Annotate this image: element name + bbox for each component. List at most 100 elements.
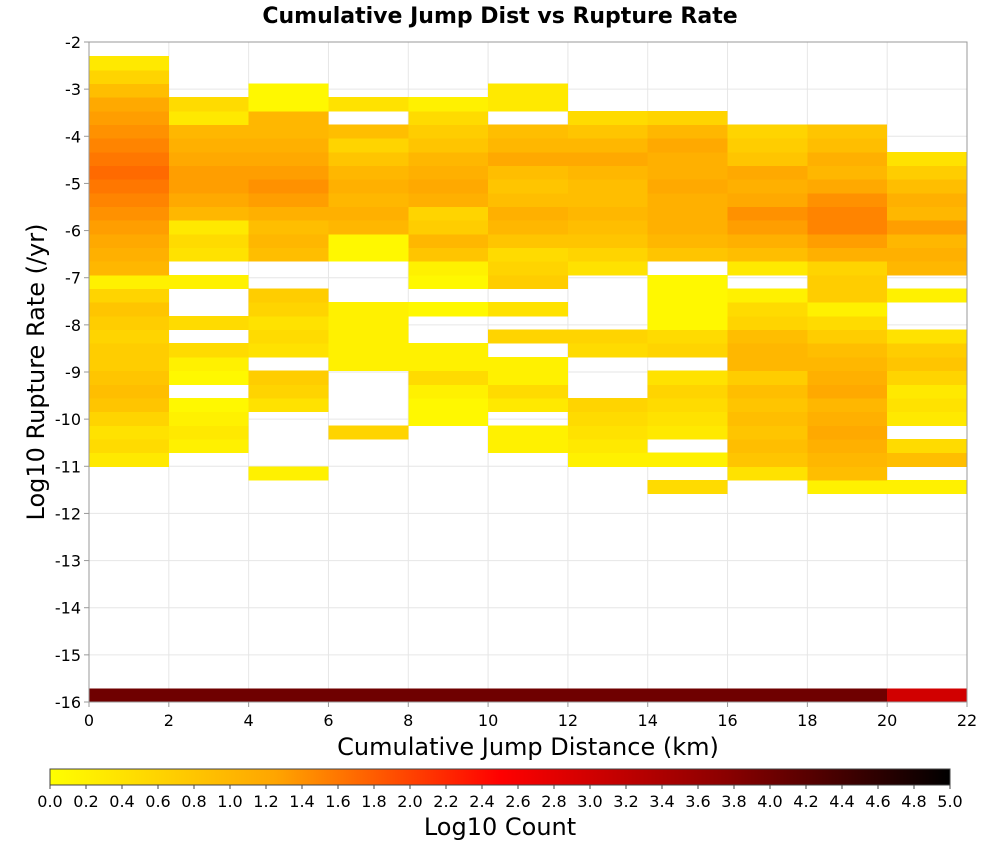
heatmap-cell bbox=[248, 192, 329, 208]
heatmap-cell bbox=[807, 151, 888, 167]
heatmap-cell bbox=[248, 124, 329, 139]
heatmap-cell bbox=[248, 315, 329, 331]
heatmap-cell bbox=[887, 397, 967, 413]
colorbar bbox=[49, 768, 951, 786]
chart-title: Cumulative Jump Dist vs Rupture Rate bbox=[262, 4, 737, 29]
colorbar-tick-label: 0.4 bbox=[109, 792, 134, 811]
heatmap-cell bbox=[328, 97, 409, 112]
colorbar-tick-label: 4.0 bbox=[757, 792, 782, 811]
heatmap-cell bbox=[408, 151, 489, 167]
heatmap-cell bbox=[488, 220, 568, 235]
heatmap-cell bbox=[488, 206, 568, 221]
heatmap-cell bbox=[887, 220, 967, 235]
heatmap-cell bbox=[328, 124, 409, 139]
heatmap-cell bbox=[488, 329, 568, 344]
heatmap-cell bbox=[248, 233, 329, 249]
colorbar-tick-label: 4.6 bbox=[865, 792, 890, 811]
heatmap-cell bbox=[248, 288, 329, 303]
heatmap-cell bbox=[408, 261, 489, 276]
heatmap-cell bbox=[567, 233, 648, 249]
heatmap-cell bbox=[89, 83, 169, 98]
heatmap-cell bbox=[807, 233, 888, 249]
heatmap-cell bbox=[567, 411, 648, 426]
heatmap-cell bbox=[887, 452, 967, 467]
heatmap-cell bbox=[488, 179, 568, 194]
heatmap-cell bbox=[727, 261, 808, 276]
heatmap-cell bbox=[887, 179, 967, 194]
heatmap-cell bbox=[887, 233, 967, 249]
heatmap-cell bbox=[567, 688, 648, 703]
heatmap-cell bbox=[89, 151, 169, 167]
heatmap-cell bbox=[727, 165, 808, 180]
heatmap-cell bbox=[567, 343, 648, 358]
heatmap-cell bbox=[567, 452, 648, 467]
y-tick-label: -14 bbox=[55, 599, 81, 618]
heatmap-cell bbox=[408, 397, 489, 413]
heatmap-cell bbox=[248, 97, 329, 112]
heatmap-cell bbox=[727, 438, 808, 454]
heatmap-cell bbox=[647, 370, 728, 385]
heatmap-cell bbox=[807, 452, 888, 467]
heatmap-cell bbox=[567, 151, 648, 167]
heatmap-cell bbox=[887, 288, 967, 303]
colorbar-tick-label: 2.8 bbox=[541, 792, 566, 811]
heatmap-cell bbox=[887, 165, 967, 180]
heatmap-cell bbox=[168, 192, 249, 208]
heatmap-cell bbox=[89, 370, 169, 385]
heatmap-cell bbox=[488, 438, 568, 454]
heatmap-cell bbox=[328, 220, 409, 235]
heatmap-cell bbox=[647, 384, 728, 399]
heatmap-cell bbox=[408, 384, 489, 399]
heatmap-cell bbox=[248, 138, 329, 153]
heatmap-cell bbox=[488, 138, 568, 153]
heatmap-cell bbox=[89, 397, 169, 413]
heatmap-cell bbox=[488, 384, 568, 399]
heatmap-cell bbox=[488, 192, 568, 208]
heatmap-cell bbox=[488, 356, 568, 372]
heatmap-cell bbox=[727, 179, 808, 194]
heatmap-cell bbox=[89, 206, 169, 221]
colorbar-tick-label: 0.6 bbox=[145, 792, 170, 811]
heatmap-cell bbox=[727, 688, 808, 703]
heatmap-cell bbox=[89, 192, 169, 208]
heatmap-cell bbox=[887, 151, 967, 167]
colorbar-ticks: 0.0 0.2 0.4 0.6 0.8 1.0 1.2 1.4 1.6 1.8 2.0 2.2 2.4 2… bbox=[37, 785, 963, 811]
colorbar-tick-label: 2.0 bbox=[397, 792, 422, 811]
heatmap-cell bbox=[89, 179, 169, 194]
heatmap-cell bbox=[248, 329, 329, 344]
heatmap-cell bbox=[887, 370, 967, 385]
heatmap-cell bbox=[168, 315, 249, 331]
heatmap-cell bbox=[168, 151, 249, 167]
heatmap-cell bbox=[807, 370, 888, 385]
heatmap-cell bbox=[488, 97, 568, 112]
heatmap-cell bbox=[807, 384, 888, 399]
heatmap-cell bbox=[887, 329, 967, 344]
heatmap-cell bbox=[89, 261, 169, 276]
heatmap-cell bbox=[168, 411, 249, 426]
heatmap-cell bbox=[727, 233, 808, 249]
heatmap-cell bbox=[328, 302, 409, 317]
heatmap-cell bbox=[408, 302, 489, 317]
heatmap-cell bbox=[488, 247, 568, 262]
colorbar-tick-label: 1.4 bbox=[289, 792, 314, 811]
heatmap-cell bbox=[488, 151, 568, 167]
heatmap-cell bbox=[807, 206, 888, 221]
heatmap-cell bbox=[647, 479, 728, 495]
heatmap-cell bbox=[408, 411, 489, 426]
colorbar-tick-label: 3.8 bbox=[721, 792, 746, 811]
heatmap-cell bbox=[248, 110, 329, 125]
heatmap-cell bbox=[887, 479, 967, 495]
y-tick-label: -12 bbox=[55, 504, 81, 523]
heatmap-cell bbox=[887, 384, 967, 399]
heatmap-cell bbox=[89, 329, 169, 344]
heatmap-cell bbox=[168, 247, 249, 262]
heatmap-cell bbox=[727, 384, 808, 399]
heatmap-cell bbox=[807, 165, 888, 180]
heatmap-cell bbox=[328, 329, 409, 344]
heatmap-cell bbox=[647, 138, 728, 153]
heatmap-cell bbox=[887, 688, 967, 703]
y-tick-label: -2 bbox=[65, 33, 81, 52]
heatmap-cell bbox=[408, 233, 489, 249]
heatmap-cell bbox=[887, 411, 967, 426]
heatmap-cell bbox=[727, 192, 808, 208]
